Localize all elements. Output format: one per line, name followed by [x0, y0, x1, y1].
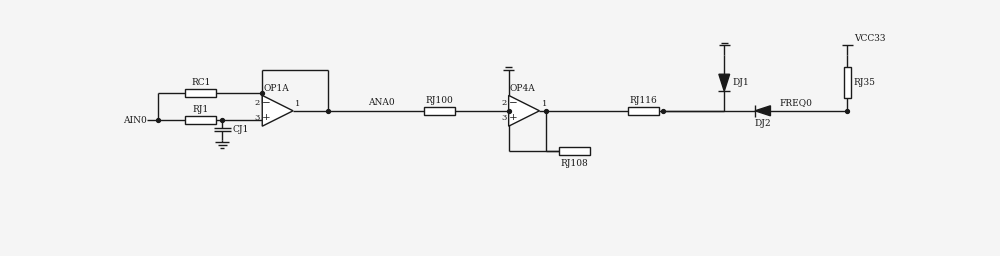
Text: FREQ0: FREQ0: [780, 98, 813, 107]
Text: RJ108: RJ108: [560, 158, 588, 167]
Text: CJ1: CJ1: [232, 125, 249, 134]
Text: RJ100: RJ100: [425, 96, 453, 105]
Text: 1: 1: [295, 101, 301, 109]
Text: 3: 3: [255, 114, 260, 123]
Text: 2: 2: [255, 99, 260, 107]
Text: +: +: [509, 113, 517, 122]
Text: RJ1: RJ1: [193, 105, 209, 114]
Text: VCC33: VCC33: [854, 34, 886, 43]
Bar: [424, 107, 455, 115]
Text: 1: 1: [542, 101, 547, 109]
Text: OP4A: OP4A: [510, 84, 535, 93]
Text: AIN0: AIN0: [123, 115, 147, 124]
Polygon shape: [755, 106, 770, 116]
Text: RC1: RC1: [191, 78, 210, 87]
Text: −: −: [262, 99, 271, 108]
Polygon shape: [719, 74, 730, 91]
Bar: [844, 67, 851, 98]
Bar: [628, 107, 659, 115]
Bar: [185, 116, 216, 124]
Text: OP1A: OP1A: [263, 84, 289, 93]
Text: 3: 3: [501, 114, 506, 123]
Bar: [185, 89, 216, 97]
Polygon shape: [509, 95, 539, 126]
Text: RJ116: RJ116: [630, 96, 657, 105]
Text: RJ35: RJ35: [854, 78, 876, 87]
Text: 2: 2: [501, 99, 506, 107]
Text: DJ2: DJ2: [754, 119, 771, 128]
Bar: [559, 147, 590, 155]
Polygon shape: [262, 95, 293, 126]
Text: +: +: [262, 113, 271, 122]
Text: DJ1: DJ1: [733, 78, 749, 87]
Text: ANA0: ANA0: [368, 98, 395, 107]
Text: −: −: [509, 99, 517, 108]
